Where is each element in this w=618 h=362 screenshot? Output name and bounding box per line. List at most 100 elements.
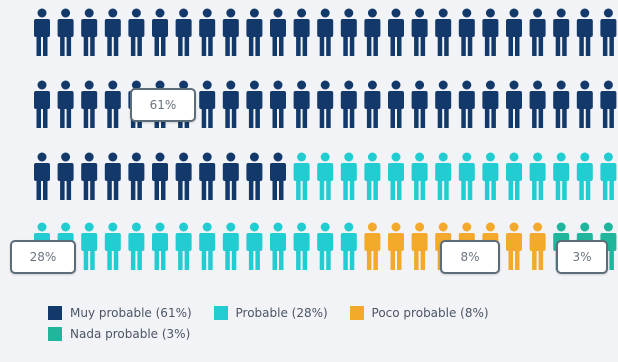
person-icon xyxy=(105,223,121,271)
person-icon xyxy=(506,223,522,271)
person-icon xyxy=(317,223,333,271)
person-icon xyxy=(530,153,546,201)
person-icon xyxy=(600,9,616,57)
person-icon xyxy=(364,81,380,129)
person-icon xyxy=(388,153,404,201)
person-icon xyxy=(34,153,50,201)
person-icon xyxy=(341,9,357,57)
person-icon xyxy=(246,223,262,271)
person-icon xyxy=(34,9,50,57)
callout-muy-probable: 61% xyxy=(130,88,196,122)
person-icon xyxy=(600,81,616,129)
person-icon xyxy=(270,9,286,57)
person-icon xyxy=(246,153,262,201)
person-icon xyxy=(388,81,404,129)
person-icon xyxy=(530,223,546,271)
person-icon xyxy=(81,223,97,271)
person-icon xyxy=(81,9,97,57)
person-icon xyxy=(81,81,97,129)
person-icon xyxy=(364,9,380,57)
person-icon xyxy=(223,81,239,129)
person-icon xyxy=(482,81,498,129)
person-icon xyxy=(364,223,380,271)
person-icon xyxy=(223,223,239,271)
legend-label-nada-probable: Nada probable (3%) xyxy=(70,327,190,341)
person-icon xyxy=(553,153,569,201)
pictogram-chart xyxy=(0,0,618,300)
legend-item-poco-probable: Poco probable (8%) xyxy=(350,306,489,320)
person-icon xyxy=(506,9,522,57)
person-icon xyxy=(199,9,215,57)
person-icon xyxy=(577,81,593,129)
person-icon xyxy=(459,9,475,57)
person-icon xyxy=(270,153,286,201)
callout-nada-probable: 3% xyxy=(556,240,608,274)
person-icon xyxy=(58,81,74,129)
person-icon xyxy=(199,81,215,129)
person-icon xyxy=(128,9,144,57)
legend-label-muy-probable: Muy probable (61%) xyxy=(70,306,192,320)
person-icon xyxy=(388,223,404,271)
person-icon xyxy=(270,223,286,271)
person-icon xyxy=(128,223,144,271)
person-icon xyxy=(199,153,215,201)
callout-probable: 28% xyxy=(10,240,76,274)
person-icon xyxy=(152,223,168,271)
person-icon xyxy=(482,9,498,57)
person-icon xyxy=(105,81,121,129)
legend-swatch-muy-probable xyxy=(48,306,62,320)
person-icon xyxy=(176,153,192,201)
legend-swatch-nada-probable xyxy=(48,327,62,341)
person-icon xyxy=(459,81,475,129)
legend-label-poco-probable: Poco probable (8%) xyxy=(372,306,489,320)
person-icon xyxy=(600,153,616,201)
person-icon xyxy=(341,153,357,201)
person-icon xyxy=(152,153,168,201)
person-icon xyxy=(412,153,428,201)
person-icon xyxy=(81,153,97,201)
person-icon xyxy=(412,81,428,129)
person-icon xyxy=(128,153,144,201)
person-icon xyxy=(105,9,121,57)
person-icon xyxy=(341,223,357,271)
person-icon xyxy=(246,9,262,57)
person-icon xyxy=(412,9,428,57)
person-icon xyxy=(553,81,569,129)
person-icon xyxy=(506,153,522,201)
person-icon xyxy=(176,223,192,271)
legend: Muy probable (61%) Probable (28%) Poco p… xyxy=(48,306,618,348)
person-icon xyxy=(58,9,74,57)
person-icon xyxy=(530,9,546,57)
person-icon xyxy=(223,9,239,57)
person-icon xyxy=(246,81,262,129)
person-icon xyxy=(294,9,310,57)
person-icon xyxy=(317,153,333,201)
person-icon xyxy=(294,153,310,201)
person-icon xyxy=(152,9,168,57)
legend-item-muy-probable: Muy probable (61%) xyxy=(48,306,192,320)
person-icon xyxy=(34,81,50,129)
person-icon xyxy=(364,153,380,201)
person-icon xyxy=(435,81,451,129)
legend-label-probable: Probable (28%) xyxy=(236,306,328,320)
person-icon xyxy=(435,9,451,57)
person-icon xyxy=(530,81,546,129)
legend-item-probable: Probable (28%) xyxy=(214,306,328,320)
callout-poco-probable: 8% xyxy=(440,240,500,274)
person-icon xyxy=(105,153,121,201)
person-icon xyxy=(317,81,333,129)
person-icon xyxy=(388,9,404,57)
person-icon xyxy=(223,153,239,201)
legend-swatch-probable xyxy=(214,306,228,320)
person-icon xyxy=(294,223,310,271)
legend-swatch-poco-probable xyxy=(350,306,364,320)
person-icon xyxy=(577,153,593,201)
person-icon xyxy=(341,81,357,129)
person-icon xyxy=(412,223,428,271)
person-icon xyxy=(577,9,593,57)
person-icon xyxy=(294,81,310,129)
legend-item-nada-probable: Nada probable (3%) xyxy=(48,327,190,341)
person-icon xyxy=(459,153,475,201)
person-icon xyxy=(58,153,74,201)
person-icon xyxy=(199,223,215,271)
